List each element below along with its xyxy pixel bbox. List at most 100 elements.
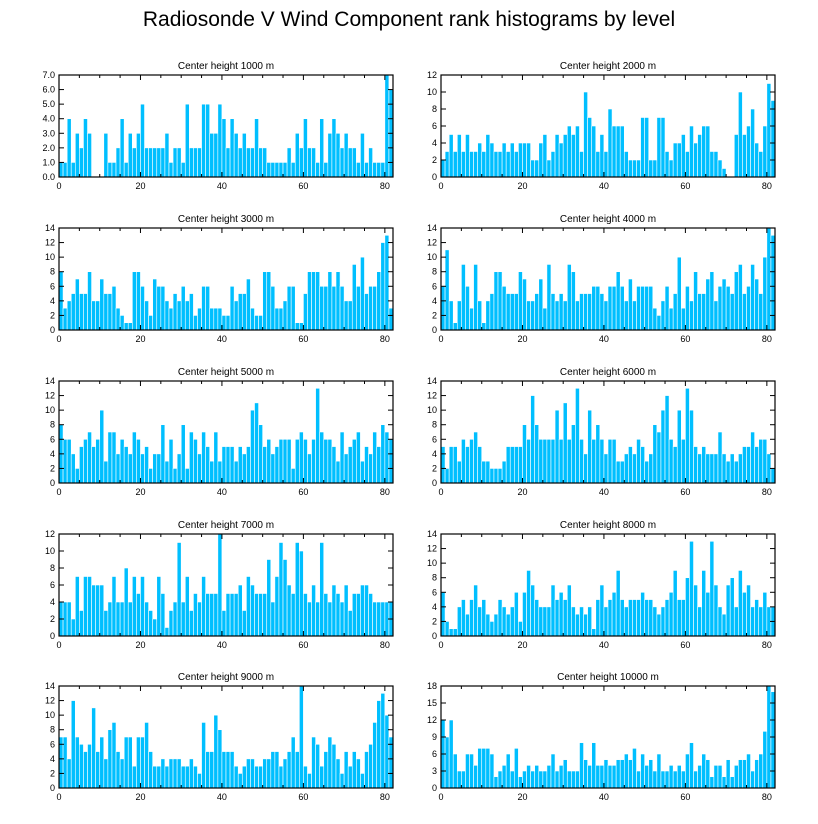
- histogram-bar: [197, 307, 202, 331]
- histogram-bar: [636, 285, 641, 331]
- histogram-bar: [327, 601, 333, 637]
- histogram-bar: [693, 142, 698, 178]
- y-tick-label: 12: [427, 391, 437, 401]
- histogram-bar: [668, 765, 674, 789]
- histogram-bar: [522, 770, 527, 789]
- histogram-bar: [299, 550, 304, 637]
- histogram-bar: [115, 453, 121, 484]
- histogram-bar: [294, 322, 300, 331]
- histogram-bar: [522, 424, 527, 484]
- histogram-bar: [742, 134, 747, 178]
- histogram-bar: [339, 285, 345, 331]
- histogram-bar: [611, 591, 617, 637]
- x-tick-label: 80: [762, 487, 772, 497]
- histogram-bar: [542, 606, 548, 637]
- histogram-bar: [62, 438, 68, 484]
- histogram-bar: [518, 446, 523, 484]
- histogram-bar: [327, 271, 333, 331]
- histogram-bar: [213, 593, 219, 637]
- histogram-bar: [201, 722, 206, 789]
- histogram-bar: [676, 256, 682, 331]
- histogram-bar: [701, 293, 707, 331]
- histogram-bar: [493, 776, 499, 789]
- histogram-bar: [672, 770, 678, 789]
- histogram-bar: [66, 438, 72, 484]
- histogram-bar: [136, 271, 141, 331]
- histogram-bar: [571, 134, 576, 178]
- histogram-bar: [168, 162, 174, 178]
- histogram-bar: [364, 751, 369, 789]
- histogram-bar: [640, 285, 645, 331]
- histogram-bar: [477, 606, 483, 637]
- histogram-bar: [750, 108, 755, 178]
- histogram-bar: [489, 468, 495, 484]
- histogram-bar: [152, 278, 158, 331]
- chart-panel: Center height 3000 m 0 20 40 60 80 0 2 4 6 8 10 12 14: [45, 214, 394, 344]
- histogram-bar: [676, 765, 682, 789]
- histogram-bar: [477, 300, 483, 331]
- histogram-bar: [587, 409, 593, 484]
- x-tick-label: 0: [56, 181, 61, 191]
- histogram-bar: [652, 424, 658, 484]
- histogram-bar: [497, 599, 503, 637]
- histogram-bar: [546, 438, 552, 484]
- histogram-bar: [74, 576, 80, 637]
- histogram-bar: [294, 132, 300, 178]
- histogram-bar: [554, 770, 560, 789]
- histogram-bar: [107, 162, 113, 178]
- histogram-bar: [611, 438, 617, 484]
- histogram-bar: [473, 431, 478, 484]
- histogram-bar: [607, 285, 613, 331]
- histogram-bar: [303, 293, 308, 331]
- histogram-bar: [607, 765, 613, 789]
- histogram-bar: [685, 151, 690, 178]
- histogram-bar: [681, 134, 686, 178]
- histogram-bar: [632, 599, 637, 637]
- histogram-bar: [315, 387, 320, 484]
- histogram-bar: [742, 759, 747, 789]
- histogram-bar: [762, 731, 768, 789]
- histogram-bar: [172, 758, 178, 789]
- histogram-bar: [160, 147, 166, 178]
- histogram-bar: [176, 453, 182, 484]
- histogram-bar: [522, 591, 527, 637]
- y-tick-label: 12: [427, 70, 437, 80]
- histogram-bar: [681, 438, 686, 484]
- histogram-bar: [579, 293, 584, 331]
- chart-panel: Center height 10000 m 0 20 40 60 80 0 3 6 9 12 15 18: [427, 672, 776, 802]
- histogram-bar: [233, 593, 239, 637]
- histogram-bar: [717, 285, 723, 331]
- histogram-bar: [356, 593, 361, 637]
- histogram-bar: [550, 438, 556, 484]
- histogram-bar: [99, 278, 105, 331]
- histogram-bar: [754, 142, 760, 178]
- histogram-bar: [656, 315, 662, 331]
- histogram-bar: [465, 613, 470, 637]
- histogram-bar: [615, 125, 621, 178]
- histogram-bar: [615, 570, 621, 637]
- histogram-bar: [461, 438, 466, 484]
- histogram-bar: [286, 584, 292, 637]
- histogram-bar: [323, 438, 329, 484]
- histogram-bar: [335, 132, 341, 178]
- histogram-bar: [538, 278, 544, 331]
- x-tick-label: 40: [217, 640, 227, 650]
- histogram-bar: [477, 142, 483, 178]
- histogram-bar: [282, 559, 288, 637]
- histogram-bar: [738, 453, 743, 484]
- histogram-bar: [579, 742, 584, 789]
- histogram-bar: [738, 759, 743, 789]
- histogram-bar: [461, 599, 466, 637]
- histogram-bar: [368, 743, 373, 789]
- histogram-bar: [636, 159, 641, 178]
- histogram-bar: [538, 606, 544, 637]
- histogram-bar: [465, 753, 470, 789]
- histogram-bar: [119, 438, 125, 484]
- histogram-bar: [713, 300, 719, 331]
- histogram-bar: [481, 151, 487, 178]
- y-tick-label: 6: [432, 281, 437, 291]
- histogram-bar: [562, 134, 568, 178]
- histogram-bar: [136, 593, 141, 637]
- histogram-bar: [205, 751, 211, 789]
- histogram-bar: [189, 610, 194, 637]
